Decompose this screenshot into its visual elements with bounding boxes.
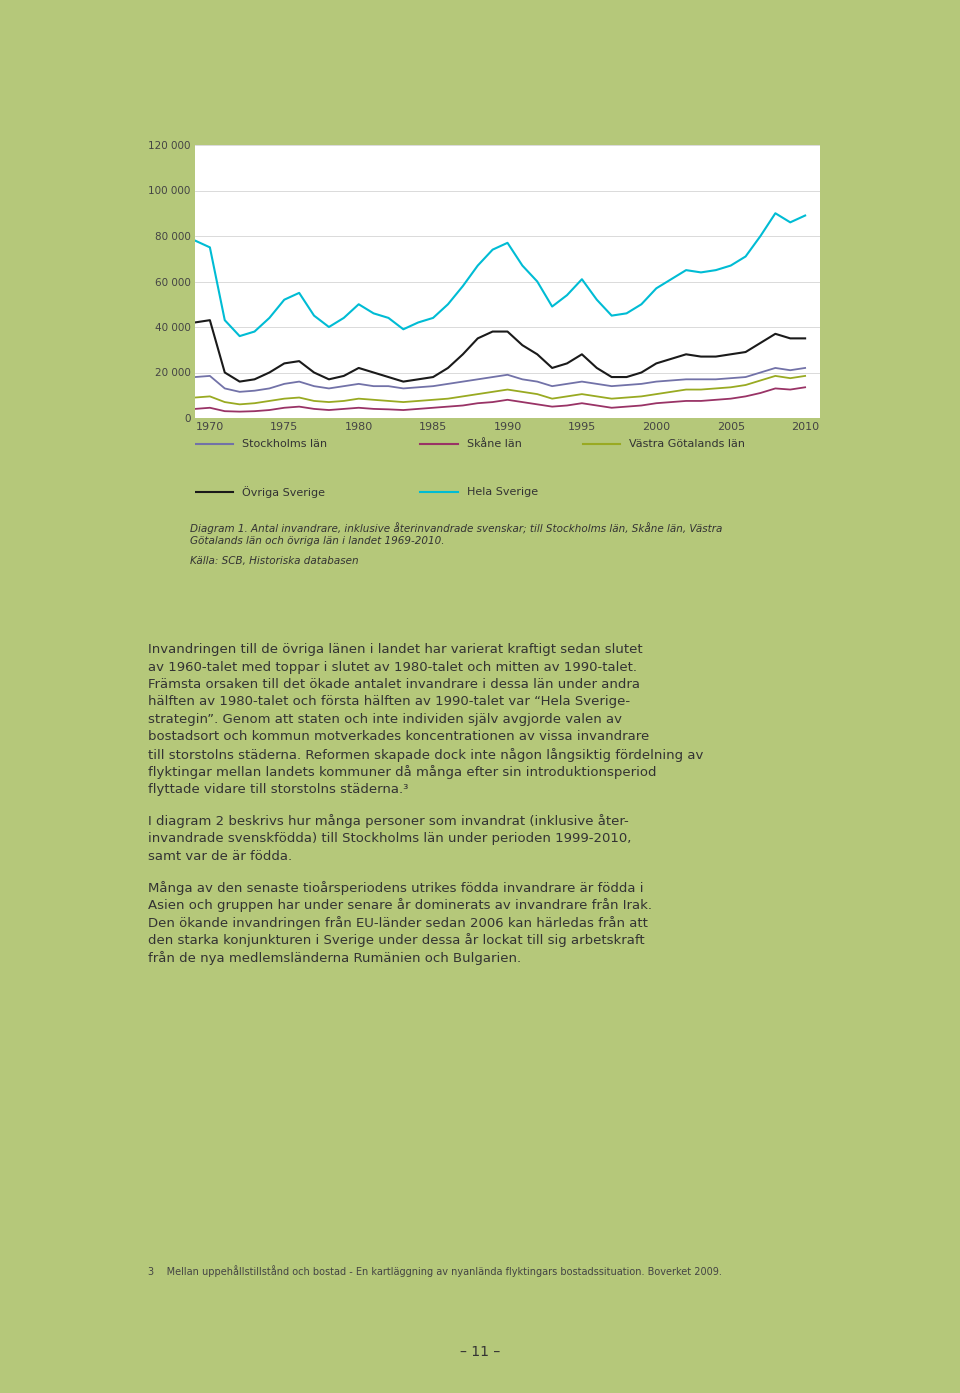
Text: Västra Götalands län: Västra Götalands län [630, 439, 745, 449]
Text: flyttade vidare till storstolns städerna.³: flyttade vidare till storstolns städerna… [148, 783, 408, 795]
Text: 3    Mellan uppehållstillstånd och bostad - En kartläggning av nyanlända flyktin: 3 Mellan uppehållstillstånd och bostad -… [148, 1265, 722, 1277]
Text: Götalands län och övriga län i landet 1969-2010.: Götalands län och övriga län i landet 19… [190, 536, 444, 546]
Text: Den ökande invandringen från EU-länder sedan 2006 kan härledas från att: Den ökande invandringen från EU-länder s… [148, 917, 648, 931]
Text: samt var de är födda.: samt var de är födda. [148, 850, 292, 862]
Text: Många av den senaste tioårsperiodens utrikes födda invandrare är födda i: Många av den senaste tioårsperiodens utr… [148, 880, 643, 894]
Text: invandrade svenskfödda) till Stockholms län under perioden 1999-2010,: invandrade svenskfödda) till Stockholms … [148, 832, 632, 846]
Text: Källa: SCB, Historiska databasen: Källa: SCB, Historiska databasen [190, 556, 359, 566]
Text: flyktingar mellan landets kommuner då många efter sin introduktionsperiod: flyktingar mellan landets kommuner då må… [148, 766, 657, 780]
Text: Stockholms län: Stockholms län [242, 439, 327, 449]
Text: strategin”. Genom att staten och inte individen själv avgjorde valen av: strategin”. Genom att staten och inte in… [148, 713, 622, 726]
Text: till storstolns städerna. Reformen skapade dock inte någon långsiktig fördelning: till storstolns städerna. Reformen skapa… [148, 748, 704, 762]
Text: Invandringen till de övriga länen i landet har varierat kraftigt sedan slutet: Invandringen till de övriga länen i land… [148, 644, 642, 656]
Text: I diagram 2 beskrivs hur många personer som invandrat (inklusive åter-: I diagram 2 beskrivs hur många personer … [148, 815, 629, 829]
Text: Övriga Sverige: Övriga Sverige [242, 486, 324, 499]
Text: hälften av 1980-talet och första hälften av 1990-talet var “Hela Sverige-: hälften av 1980-talet och första hälften… [148, 695, 630, 709]
Text: Främsta orsaken till det ökade antalet invandrare i dessa län under andra: Främsta orsaken till det ökade antalet i… [148, 678, 640, 691]
Text: av 1960-talet med toppar i slutet av 1980-talet och mitten av 1990-talet.: av 1960-talet med toppar i slutet av 198… [148, 660, 637, 673]
Text: – 11 –: – 11 – [460, 1346, 500, 1360]
Text: Asien och gruppen har under senare år dominerats av invandrare från Irak.: Asien och gruppen har under senare år do… [148, 898, 652, 912]
Text: bostadsort och kommun motverkades koncentrationen av vissa invandrare: bostadsort och kommun motverkades koncen… [148, 730, 649, 744]
Text: från de nya medlemsländerna Rumänien och Bulgarien.: från de nya medlemsländerna Rumänien och… [148, 951, 521, 965]
Text: Diagram 1. Antal invandrare, inklusive återinvandrade svenskar; till Stockholms : Diagram 1. Antal invandrare, inklusive å… [190, 522, 722, 534]
Text: Skåne län: Skåne län [467, 439, 521, 449]
Text: Hela Sverige: Hela Sverige [467, 488, 538, 497]
Text: den starka konjunkturen i Sverige under dessa år lockat till sig arbetskraft: den starka konjunkturen i Sverige under … [148, 933, 644, 947]
